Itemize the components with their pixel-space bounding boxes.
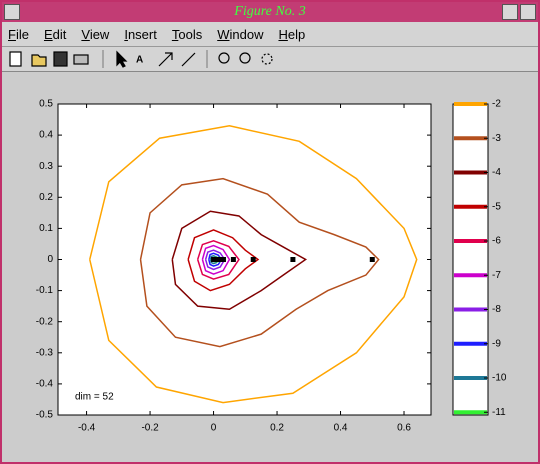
annotation: dim = 52 — [75, 392, 114, 403]
colorbar-tick-label: -8 — [492, 304, 501, 315]
point — [220, 257, 226, 262]
menu-item[interactable]: Edit — [43, 26, 67, 42]
window-menu-button[interactable] — [4, 4, 20, 20]
menu-item[interactable]: View — [81, 26, 110, 42]
title-bar: Figure No. 3 — [2, 2, 538, 22]
colorbar-tick-label: -2 — [492, 99, 501, 110]
y-tick-label: 0.4 — [39, 130, 53, 141]
y-tick-label: 0.2 — [39, 192, 53, 203]
x-tick-label: -0.4 — [78, 423, 96, 434]
colorbar-tick-label: -5 — [492, 201, 501, 212]
arrow-button[interactable] — [158, 52, 173, 67]
maximize-button[interactable] — [520, 4, 536, 20]
line-button[interactable] — [181, 52, 196, 67]
colorbar-tick-label: -4 — [492, 167, 501, 178]
x-tick-label: 0.4 — [334, 423, 348, 434]
open-button[interactable] — [31, 54, 47, 67]
point — [290, 257, 296, 262]
contour-line — [196, 240, 240, 280]
print-button[interactable] — [73, 54, 89, 65]
toolbar: A — [2, 47, 538, 72]
y-tick-label: -0.5 — [36, 410, 54, 421]
menu-item[interactable]: Window — [217, 26, 264, 42]
point — [216, 257, 222, 262]
window-title: Figure No. 3 — [234, 4, 306, 19]
colorbar-tick-label: -3 — [492, 133, 501, 144]
x-tick-label: -0.2 — [141, 423, 159, 434]
new-button[interactable] — [9, 51, 22, 67]
y-tick-label: -0.4 — [36, 379, 54, 390]
contour-line — [187, 229, 260, 292]
colorbar-tick-label: -7 — [492, 270, 501, 281]
colorbar-tick-label: -11 — [492, 407, 506, 418]
menu-item[interactable]: Tools — [171, 26, 203, 42]
x-tick-label: 0.2 — [270, 423, 284, 434]
contour-line — [139, 177, 380, 348]
y-tick-label: -0.1 — [36, 285, 54, 296]
x-tick-label: 0.6 — [397, 423, 411, 434]
point — [230, 257, 236, 262]
point — [211, 257, 217, 262]
rotate-button[interactable] — [261, 53, 273, 65]
point — [369, 257, 375, 262]
menu-item[interactable]: Help — [278, 26, 306, 42]
axes-box — [57, 103, 432, 416]
menu-item[interactable]: File — [8, 26, 29, 42]
contour-line — [89, 125, 418, 404]
contour-line — [171, 210, 308, 311]
colorbar-tick-label: -6 — [492, 236, 501, 247]
y-tick-label: 0.1 — [39, 223, 53, 234]
text-button[interactable]: A — [136, 55, 143, 66]
save-button[interactable] — [53, 51, 68, 67]
y-tick-label: 0.3 — [39, 161, 53, 172]
minimize-button[interactable] — [502, 4, 518, 20]
figure-canvas: dim = 52 -0.4 -0.2 0 0.2 0.4 0.6 0.5 0.4 0.3 0.2 0… — [36, 99, 507, 434]
y-tick-label: 0.5 — [39, 99, 53, 110]
y-tick-label: -0.3 — [36, 347, 54, 358]
contour-line — [201, 244, 231, 275]
x-tick-label: 0 — [211, 423, 217, 434]
colorbar-tick-label: -10 — [492, 373, 507, 384]
colorbar-box — [452, 103, 489, 416]
zoom-out-button[interactable] — [239, 52, 251, 64]
menu-bar: File Edit View Insert Tools Window Help — [2, 22, 538, 47]
y-tick-label: 0 — [47, 254, 53, 265]
y-tick-label: -0.2 — [36, 316, 54, 327]
menu-item[interactable]: Insert — [124, 26, 157, 42]
colorbar-tick-label: -9 — [492, 338, 501, 349]
zoom-in-button[interactable] — [218, 52, 230, 64]
select-button[interactable] — [116, 50, 128, 68]
point — [250, 257, 256, 262]
